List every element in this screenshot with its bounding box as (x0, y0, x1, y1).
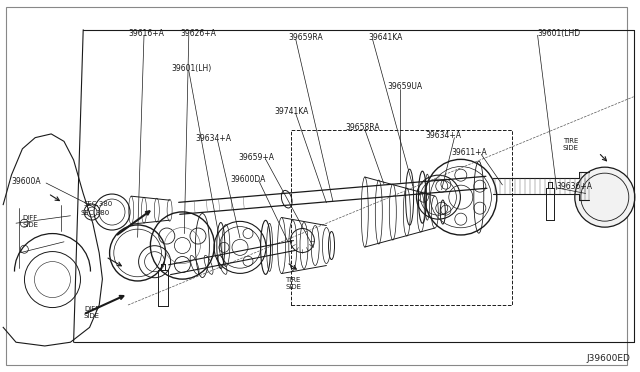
Text: 39741KA: 39741KA (274, 107, 308, 116)
Text: SEC.380: SEC.380 (80, 210, 109, 216)
Text: 39616+A: 39616+A (128, 29, 164, 38)
Bar (291, 130, 512, 305)
Text: 39601(LHD: 39601(LHD (538, 29, 580, 38)
Text: 39600DA: 39600DA (230, 175, 266, 184)
Text: 39659UA: 39659UA (387, 82, 422, 91)
Text: 39626+A: 39626+A (180, 29, 216, 38)
Text: DIFF
SIDE: DIFF SIDE (22, 215, 38, 228)
Text: 39634+A: 39634+A (195, 134, 231, 143)
Text: 39659RA: 39659RA (288, 33, 323, 42)
Text: 39659+A: 39659+A (238, 153, 274, 162)
Text: 39634+A: 39634+A (426, 131, 461, 140)
Text: 39641KA: 39641KA (368, 33, 403, 42)
Text: J39600ED: J39600ED (586, 355, 630, 363)
Text: 39636+A: 39636+A (557, 182, 593, 190)
Text: TIRE
SIDE: TIRE SIDE (285, 277, 301, 290)
Text: 39601(LH): 39601(LH) (172, 64, 212, 73)
Text: SEC.380: SEC.380 (83, 201, 113, 207)
Text: TIRE
SIDE: TIRE SIDE (563, 138, 579, 151)
Text: DIFF
SIDE: DIFF SIDE (84, 306, 100, 319)
Text: 39600A: 39600A (12, 177, 41, 186)
Text: 39658RA: 39658RA (346, 123, 380, 132)
Text: 39611+A: 39611+A (451, 148, 487, 157)
Circle shape (575, 167, 635, 227)
